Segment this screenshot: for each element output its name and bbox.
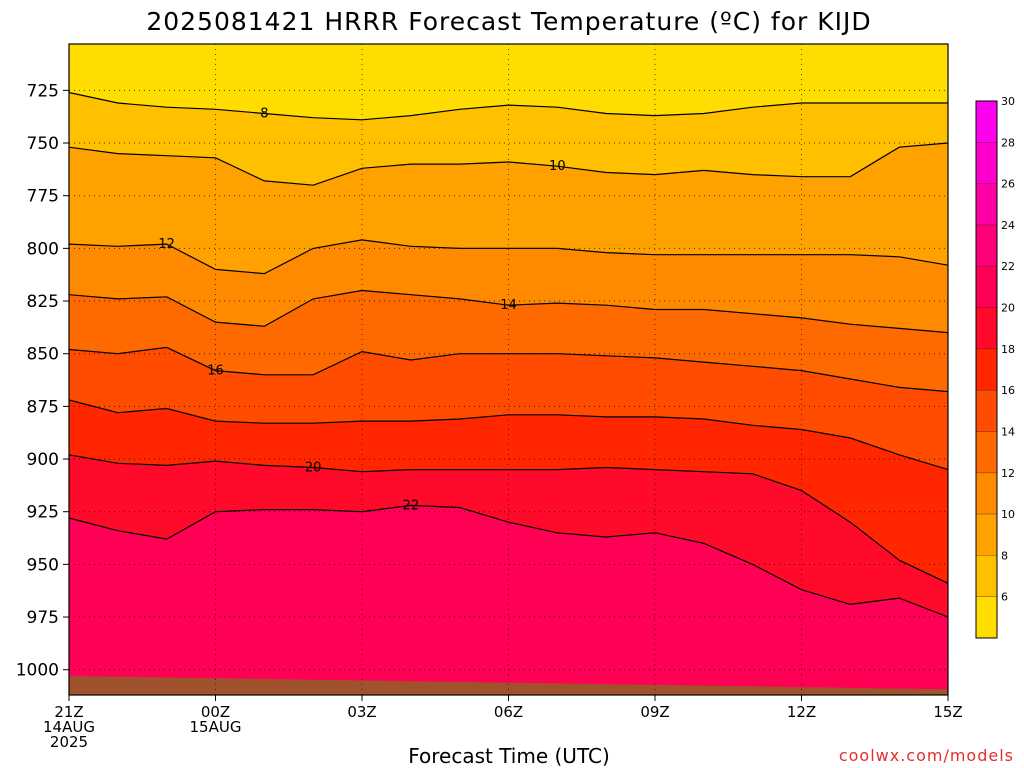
isotherm-8 bbox=[68, 91, 948, 121]
x-tick-label-30-0: 06Z bbox=[494, 703, 523, 721]
colorbar-label-20: 20 bbox=[1001, 302, 1015, 315]
y-tick-label-875: 875 bbox=[27, 397, 59, 417]
credit-text: coolwx.com/models bbox=[839, 746, 1014, 765]
colorbar-band-10 bbox=[976, 183, 997, 225]
plot-area: 8 10 12 14 16 20 22 bbox=[68, 43, 949, 696]
isotherm-22 bbox=[68, 504, 949, 618]
x-tick-label-27-0: 03Z bbox=[347, 703, 376, 721]
colorbar-label-14: 14 bbox=[1001, 425, 1015, 438]
y-tick-label-900: 900 bbox=[27, 450, 59, 470]
y-tick-label-825: 825 bbox=[27, 292, 59, 312]
y-tick-label-850: 850 bbox=[27, 345, 59, 365]
colorbar-label-6: 6 bbox=[1001, 591, 1008, 604]
isotherm-18 bbox=[68, 399, 949, 471]
x-tick-label-24-0: 00Z bbox=[201, 703, 230, 721]
colorbar-band-6 bbox=[976, 348, 997, 391]
y-tick-label-975: 975 bbox=[27, 608, 59, 628]
x-tick-label-36-0: 12Z bbox=[787, 703, 816, 721]
y-axis: 1000 975 950 925 900 875 850 825 800 775 750 725 bbox=[16, 81, 69, 681]
isotherm-label-10: 10 bbox=[549, 159, 566, 174]
colorbar-label-8: 8 bbox=[1001, 549, 1008, 562]
colorbar-band-12 bbox=[976, 101, 997, 143]
isotherm-10 bbox=[68, 142, 949, 186]
colorbar-label-22: 22 bbox=[1001, 260, 1015, 273]
colorbar-label-28: 28 bbox=[1001, 136, 1015, 149]
y-tick-label-775: 775 bbox=[27, 187, 59, 207]
isotherm-label-8: 8 bbox=[260, 107, 268, 122]
colorbar-label-24: 24 bbox=[1001, 219, 1015, 232]
chart-title: 2025081421 HRRR Forecast Temperature (ºC… bbox=[146, 7, 871, 36]
x-tick-label-24-1: 15AUG bbox=[190, 718, 242, 736]
colorbar-band-11 bbox=[976, 142, 997, 184]
colorbar-band-2 bbox=[976, 514, 997, 556]
ground-surface bbox=[69, 676, 948, 695]
isotherm-label-12: 12 bbox=[158, 237, 175, 252]
colorbar-band-8 bbox=[976, 266, 997, 308]
x-tick-label-39-0: 15Z bbox=[933, 703, 962, 721]
y-tick-label-750: 750 bbox=[27, 134, 59, 154]
isotherm-label-14: 14 bbox=[500, 298, 517, 313]
isotherm-label-20: 20 bbox=[305, 460, 322, 475]
colorbar-label-16: 16 bbox=[1001, 384, 1015, 397]
x-tick-label-21-1: 14AUG bbox=[43, 718, 95, 736]
colorbar-band-3 bbox=[976, 472, 997, 515]
colorbar-band-0 bbox=[976, 596, 997, 638]
x-tick-label-21-2: 2025 bbox=[50, 733, 88, 751]
y-tick-label-925: 925 bbox=[27, 503, 59, 523]
y-tick-label-950: 950 bbox=[27, 555, 59, 575]
isotherm-16 bbox=[68, 346, 949, 393]
colorbar-label-12: 12 bbox=[1001, 467, 1015, 480]
colorbar-label-18: 18 bbox=[1001, 343, 1015, 356]
colorbar-band-5 bbox=[976, 390, 997, 432]
colorbar-label-30: 30 bbox=[1001, 95, 1015, 108]
x-tick-label-33-0: 09Z bbox=[640, 703, 669, 721]
x-axis-label: Forecast Time (UTC) bbox=[408, 744, 610, 768]
colorbar-label-26: 26 bbox=[1001, 178, 1015, 191]
isotherm-12 bbox=[68, 239, 949, 275]
colorbar-band-4 bbox=[976, 431, 997, 473]
isotherm-20 bbox=[68, 454, 949, 584]
colorbar-band-1 bbox=[976, 555, 997, 597]
y-tick-label-725: 725 bbox=[27, 81, 59, 101]
colorbar: 6 8 10 12 14 16 18 20 22 24 26 28 30 bbox=[975, 95, 1015, 639]
colorbar-band-9 bbox=[976, 224, 997, 267]
isotherm-label-16: 16 bbox=[207, 364, 224, 379]
x-tick-label-21-0: 21Z bbox=[54, 703, 83, 721]
colorbar-label-10: 10 bbox=[1001, 508, 1015, 521]
colorbar-band-7 bbox=[976, 307, 997, 349]
y-tick-label-1000: 1000 bbox=[16, 661, 59, 681]
y-tick-label-800: 800 bbox=[27, 239, 59, 259]
isotherm-14 bbox=[68, 289, 949, 334]
isotherm-label-22: 22 bbox=[403, 498, 420, 513]
